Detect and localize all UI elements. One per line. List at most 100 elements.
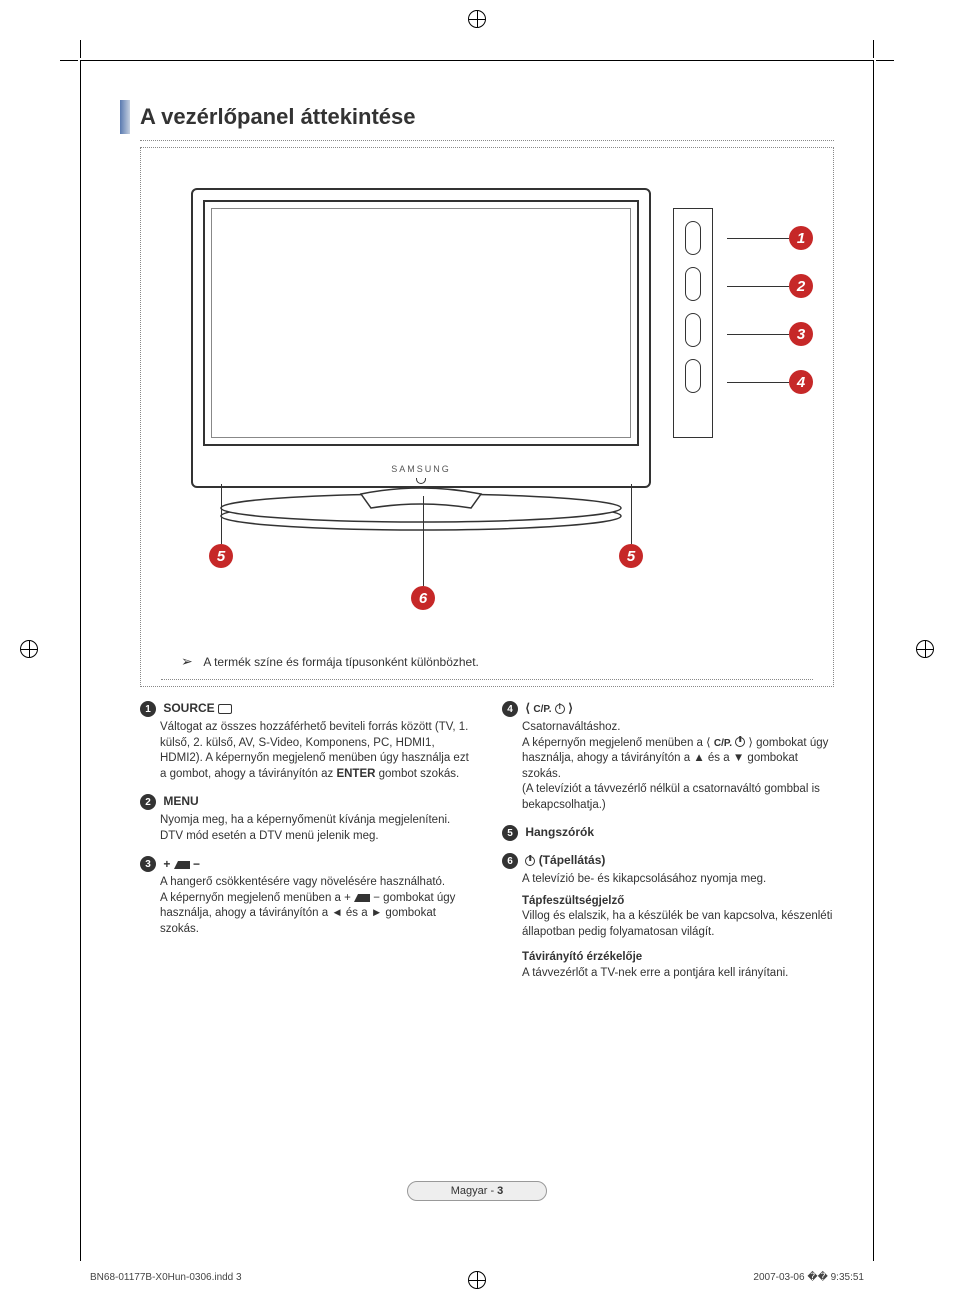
callout-number: 5 bbox=[209, 544, 233, 568]
body-text: Villog és elalszik, ha a készülék be van… bbox=[522, 910, 832, 938]
note-arrow-icon: ➢ bbox=[181, 653, 193, 670]
crop-mark-icon bbox=[60, 60, 78, 61]
callout-line bbox=[727, 334, 789, 335]
footer-language: Magyar - bbox=[451, 1185, 497, 1197]
registration-mark-icon bbox=[916, 640, 934, 658]
body-text: Nyomja meg, ha a képernyőmenüt kívánja m… bbox=[160, 814, 450, 826]
desc-item-speakers: 5 Hangszórók bbox=[502, 825, 834, 841]
heading-text: MENU bbox=[163, 794, 198, 808]
desc-body: A hangerő csökkentésére vagy növelésére … bbox=[140, 875, 472, 937]
descriptions: 1 SOURCE Váltogat az összes hozzáférhető… bbox=[140, 701, 834, 993]
desc-heading: 3 + − bbox=[140, 856, 472, 872]
note-text: A termék színe és formája típusonként kü… bbox=[203, 655, 478, 669]
body-text: DTV mód esetén a DTV menü jelenik meg. bbox=[160, 830, 379, 842]
inline-number-icon: 5 bbox=[502, 825, 518, 841]
heading-text: SOURCE bbox=[163, 701, 214, 715]
callout-line bbox=[423, 496, 424, 586]
panel-menu-button bbox=[685, 267, 701, 301]
callout-line bbox=[727, 286, 789, 287]
frame-border bbox=[80, 60, 874, 61]
angle-right-icon: ⟩ bbox=[568, 701, 573, 715]
registration-mark-icon bbox=[20, 640, 38, 658]
callout-4: 4 bbox=[727, 370, 813, 394]
body-text: (A televíziót a távvezérlő nélkül a csat… bbox=[522, 783, 820, 811]
inline-number-icon: 6 bbox=[502, 853, 518, 869]
callout-1: 1 bbox=[727, 226, 813, 250]
cp-label: C/P. bbox=[533, 704, 551, 715]
print-timestamp: 2007-03-06 �� 9:35:51 bbox=[753, 1272, 864, 1283]
body-text: A hangerő csökkentésére vagy növelésére … bbox=[160, 876, 445, 888]
desc-heading: 4 ⟨ C/P. ⟩ bbox=[502, 701, 834, 717]
desc-item-menu: 2 MENU Nyomja meg, ha a képernyőmenüt kí… bbox=[140, 794, 472, 844]
panel-source-button bbox=[685, 221, 701, 255]
descriptions-left-column: 1 SOURCE Váltogat az összes hozzáférhető… bbox=[140, 701, 472, 993]
sub-heading: Távirányító érzékelője bbox=[522, 951, 642, 963]
heading-text: Hangszórók bbox=[525, 825, 594, 839]
desc-item-volume: 3 + − A hangerő csökkentésére vagy növel… bbox=[140, 856, 472, 937]
crop-mark-icon bbox=[80, 40, 81, 58]
body-text: A képernyőn megjelenő menüben a bbox=[160, 892, 344, 904]
desc-item-channel: 4 ⟨ C/P. ⟩ Csatornaváltáshoz. A képernyő… bbox=[502, 701, 834, 813]
desc-body: Csatornaváltáshoz. A képernyőn megjelenő… bbox=[502, 720, 834, 813]
tv-screen bbox=[203, 200, 639, 446]
body-text: Csatornaváltáshoz. bbox=[522, 721, 620, 733]
manual-page: A vezérlőpanel áttekintése SAMSUNG bbox=[0, 0, 954, 1301]
desc-heading: 6 (Tápellátás) bbox=[502, 853, 834, 869]
body-text: A televízió be- és kikapcsolásához nyomj… bbox=[522, 873, 766, 885]
callout-3: 3 bbox=[727, 322, 813, 346]
divider bbox=[161, 679, 813, 680]
tv-frame: SAMSUNG bbox=[191, 188, 651, 488]
samsung-logo: SAMSUNG bbox=[391, 464, 451, 474]
power-icon bbox=[525, 856, 535, 866]
heading-text: (Tápellátás) bbox=[539, 853, 606, 867]
desc-body: Nyomja meg, ha a képernyőmenüt kívánja m… bbox=[140, 813, 472, 844]
callout-line bbox=[727, 238, 789, 239]
desc-body: Váltogat az összes hozzáférhető beviteli… bbox=[140, 720, 472, 782]
inline-number-icon: 2 bbox=[140, 794, 156, 810]
callout-number: 6 bbox=[411, 586, 435, 610]
inline-number-icon: 3 bbox=[140, 856, 156, 872]
callout-line bbox=[631, 484, 632, 544]
descriptions-right-column: 4 ⟨ C/P. ⟩ Csatornaváltáshoz. A képernyő… bbox=[502, 701, 834, 993]
body-text: A távvezérlőt a TV-nek erre a pontjára k… bbox=[522, 967, 788, 979]
print-footer: BN68-01177B-X0Hun-0306.indd 3 2007-03-06… bbox=[90, 1272, 864, 1283]
footer-page-number: 3 bbox=[497, 1185, 503, 1197]
crop-mark-icon bbox=[873, 40, 874, 58]
frame-border bbox=[80, 60, 81, 1261]
power-icon bbox=[735, 737, 745, 747]
callout-line bbox=[221, 484, 222, 544]
desc-heading: 5 Hangszórók bbox=[502, 825, 834, 841]
tv-diagram: SAMSUNG bbox=[191, 188, 651, 536]
body-text: A képernyőn megjelenő menüben a bbox=[522, 737, 706, 749]
callout-2: 2 bbox=[727, 274, 813, 298]
tv-screen-inner bbox=[211, 208, 631, 438]
page-title-bar: A vezérlőpanel áttekintése bbox=[120, 100, 834, 134]
page-title: A vezérlőpanel áttekintése bbox=[140, 100, 416, 134]
registration-mark-icon bbox=[468, 10, 486, 28]
tv-led-icon bbox=[416, 478, 426, 484]
title-accent-icon bbox=[120, 100, 130, 134]
volume-plus-icon: + − bbox=[163, 857, 200, 871]
cp-label: C/P. bbox=[714, 738, 732, 749]
crop-mark-icon bbox=[876, 60, 894, 61]
print-filename: BN68-01177B-X0Hun-0306.indd 3 bbox=[90, 1272, 242, 1283]
figure-container: SAMSUNG 1 bbox=[140, 147, 834, 687]
callout-number: 1 bbox=[789, 226, 813, 250]
desc-heading: 2 MENU bbox=[140, 794, 472, 810]
callout-number: 2 bbox=[789, 274, 813, 298]
tv-stand bbox=[211, 486, 631, 536]
enter-icon bbox=[218, 704, 232, 714]
desc-body: A televízió be- és kikapcsolásához nyomj… bbox=[502, 872, 834, 981]
angle-left-icon: ⟨ bbox=[525, 701, 530, 715]
inline-number-icon: 4 bbox=[502, 701, 518, 717]
page-footer: Magyar - 3 bbox=[407, 1181, 547, 1201]
panel-channel-button bbox=[685, 359, 701, 393]
callout-number: 3 bbox=[789, 322, 813, 346]
desc-item-power: 6 (Tápellátás) A televízió be- és kikapc… bbox=[502, 853, 834, 981]
figure-note: ➢ A termék színe és formája típusonként … bbox=[181, 653, 479, 670]
callout-line bbox=[727, 382, 789, 383]
sub-heading: Tápfeszültségjelző bbox=[522, 895, 624, 907]
callout-number: 4 bbox=[789, 370, 813, 394]
callout-number: 5 bbox=[619, 544, 643, 568]
angle-left-icon: ⟨ bbox=[706, 737, 711, 749]
